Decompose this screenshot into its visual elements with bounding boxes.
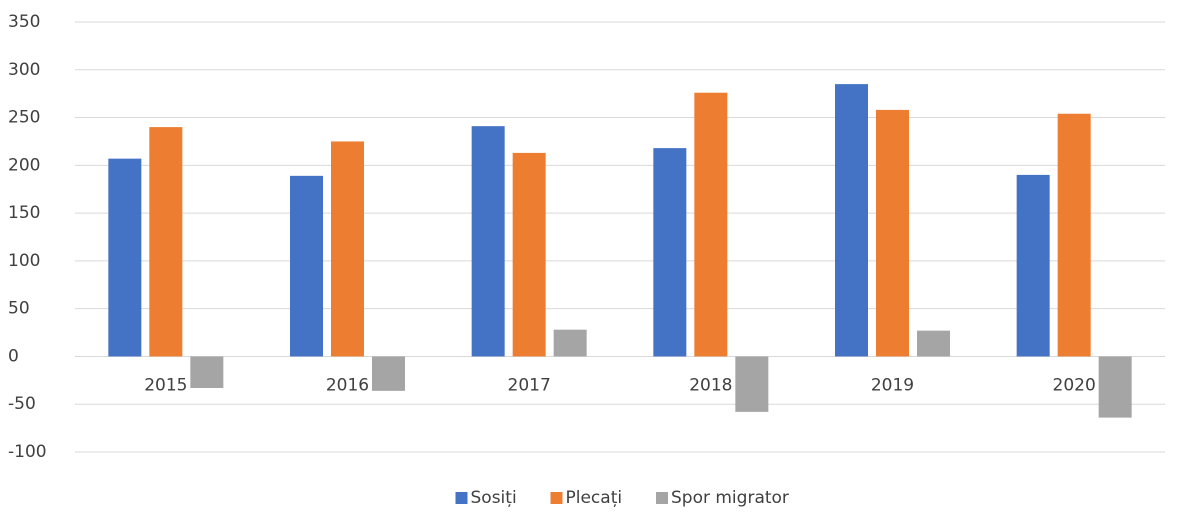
bar — [331, 141, 364, 357]
x-tick-label: 2018 — [689, 375, 732, 395]
bar — [694, 92, 728, 357]
bar — [512, 152, 546, 357]
bar — [876, 109, 909, 357]
bar — [471, 126, 505, 357]
y-tick-label: 50 — [8, 299, 30, 319]
bar — [190, 356, 224, 388]
bar — [653, 148, 687, 357]
bar — [290, 175, 323, 357]
y-tick-label: 300 — [8, 60, 40, 80]
bar — [835, 84, 868, 357]
x-tick-label: 2016 — [326, 375, 369, 395]
x-tick-label: 2019 — [871, 375, 914, 395]
x-tick-label: 2017 — [508, 375, 551, 395]
bar — [108, 158, 142, 357]
y-tick-label: 200 — [8, 155, 40, 175]
legend-swatch — [656, 492, 668, 504]
legend-label: Plecați — [566, 488, 623, 508]
y-tick-label: 350 — [8, 12, 40, 32]
y-tick-label: -100 — [8, 442, 47, 462]
y-tick-label: 0 — [8, 346, 19, 366]
x-tick-label: 2015 — [144, 375, 187, 395]
bar — [1098, 356, 1132, 418]
legend-label: Spor migrator — [671, 488, 789, 508]
bar — [735, 356, 769, 412]
legend-label: Sosiți — [471, 488, 517, 508]
bar — [372, 356, 405, 391]
y-tick-label: 100 — [8, 251, 40, 271]
y-tick-label: 250 — [8, 108, 40, 128]
bar — [1057, 113, 1091, 357]
legend-swatch — [550, 492, 563, 504]
bar — [149, 127, 183, 357]
bar — [553, 329, 587, 357]
bar — [1016, 174, 1050, 357]
legend-swatch — [455, 492, 468, 504]
y-tick-label: 150 — [8, 203, 40, 223]
bar — [917, 330, 950, 357]
x-tick-label: 2020 — [1053, 375, 1096, 395]
y-tick-label: -50 — [8, 394, 36, 414]
